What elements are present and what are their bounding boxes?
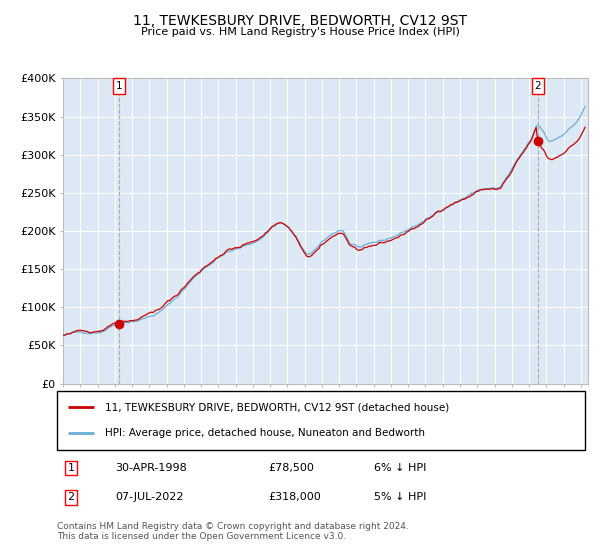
Text: 07-JUL-2022: 07-JUL-2022	[115, 492, 184, 502]
Text: 11, TEWKESBURY DRIVE, BEDWORTH, CV12 9ST (detached house): 11, TEWKESBURY DRIVE, BEDWORTH, CV12 9ST…	[104, 402, 449, 412]
Text: 1: 1	[68, 463, 74, 473]
Text: 5% ↓ HPI: 5% ↓ HPI	[374, 492, 426, 502]
Text: 30-APR-1998: 30-APR-1998	[115, 463, 187, 473]
Text: Contains HM Land Registry data © Crown copyright and database right 2024.
This d: Contains HM Land Registry data © Crown c…	[57, 522, 409, 542]
Text: 2: 2	[68, 492, 74, 502]
Text: 6% ↓ HPI: 6% ↓ HPI	[374, 463, 426, 473]
Text: 11, TEWKESBURY DRIVE, BEDWORTH, CV12 9ST: 11, TEWKESBURY DRIVE, BEDWORTH, CV12 9ST	[133, 14, 467, 28]
FancyBboxPatch shape	[57, 391, 585, 450]
Text: 2: 2	[535, 81, 541, 91]
Text: Price paid vs. HM Land Registry's House Price Index (HPI): Price paid vs. HM Land Registry's House …	[140, 27, 460, 37]
Text: £318,000: £318,000	[268, 492, 321, 502]
Text: HPI: Average price, detached house, Nuneaton and Bedworth: HPI: Average price, detached house, Nune…	[104, 428, 425, 438]
Text: £78,500: £78,500	[268, 463, 314, 473]
Text: 1: 1	[116, 81, 122, 91]
